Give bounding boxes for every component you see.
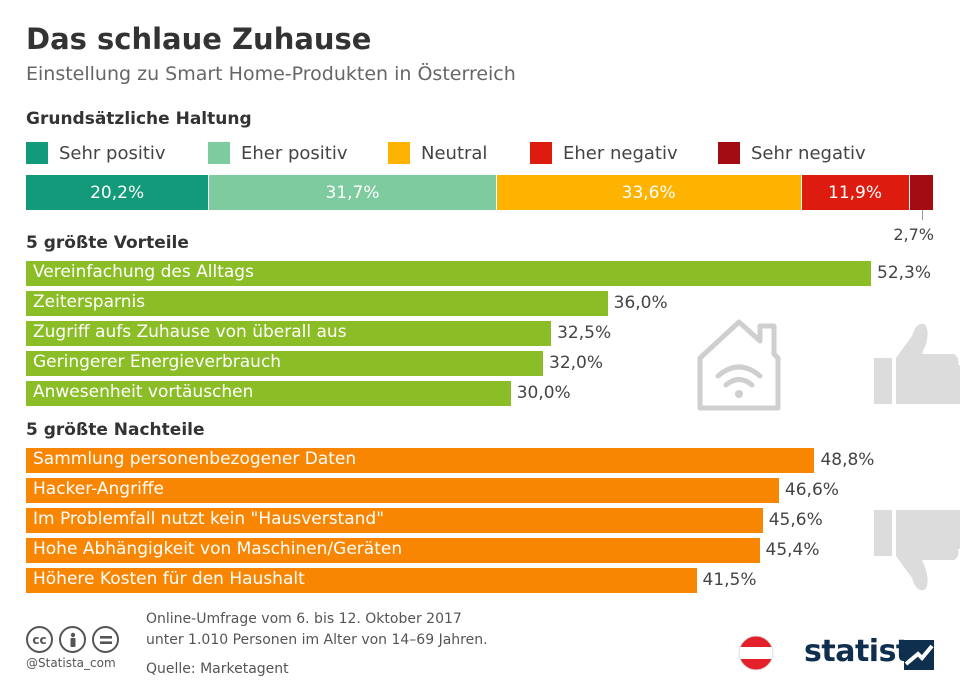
bar-row: Geringerer Energieverbrauch 32,0% <box>26 351 623 376</box>
footer-note-line2: unter 1.010 Personen im Alter von 14–69 … <box>146 632 488 648</box>
statista-logo-icon[interactable] <box>904 640 934 670</box>
bar-row: Anwesenheit vortäuschen 30,0% <box>26 381 591 406</box>
chart-subtitle: Einstellung zu Smart Home-Produkten in Ö… <box>26 63 516 85</box>
bar: Vereinfachung des Alltags <box>26 261 871 286</box>
bar-category-label: Im Problemfall nutzt kein "Hausverstand" <box>33 509 385 529</box>
legend-item: Sehr negativ <box>718 140 866 166</box>
bar-row: Zeitersparnis 36,0% <box>26 291 688 316</box>
bar-value-label: 41,5% <box>702 570 757 590</box>
stack-segment <box>909 175 934 210</box>
bar-category-label: Anwesenheit vortäuschen <box>33 382 254 402</box>
thumbs-up-icon <box>874 323 960 404</box>
bar-category-label: Höhere Kosten für den Haushalt <box>33 569 305 589</box>
bar-category-label: Zeitersparnis <box>33 292 146 312</box>
bar: Geringerer Energieverbrauch <box>26 351 544 376</box>
smart-home-icon <box>697 319 781 411</box>
stack-segment-label: 31,7% <box>325 182 380 203</box>
bar-row: Im Problemfall nutzt kein "Hausverstand"… <box>26 508 843 533</box>
section-title-nachteile: 5 größte Nachteile <box>26 420 205 440</box>
footer-source: Quelle: Marketagent <box>146 661 289 677</box>
austria-flag-icon <box>738 635 774 671</box>
bar-value-label: 30,0% <box>516 383 571 403</box>
legend-item: Sehr positiv <box>26 140 166 166</box>
bar-row: Zugriff aufs Zuhause von überall aus 32,5… <box>26 321 631 346</box>
bar-category-label: Hohe Abhängigkeit von Maschinen/Geräten <box>33 539 403 559</box>
bar: Zeitersparnis <box>26 291 608 316</box>
nd-icon[interactable] <box>92 626 119 653</box>
bar-row: Vereinfachung des Alltags 52,3% <box>26 261 951 286</box>
stack-segment: 31,7% <box>209 175 497 210</box>
bar-value-label: 36,0% <box>613 293 668 313</box>
bar-category-label: Zugriff aufs Zuhause von überall aus <box>33 322 347 342</box>
bar-value-label: 52,3% <box>877 263 932 283</box>
by-icon[interactable] <box>59 626 86 653</box>
bar-value-label: 32,0% <box>549 353 604 373</box>
legend-label: Neutral <box>421 142 488 164</box>
chart-title: Das schlaue Zuhause <box>26 22 372 56</box>
legend-swatch <box>530 142 552 164</box>
stack-segment: 11,9% <box>801 175 910 210</box>
stack-segment: 33,6% <box>496 175 802 210</box>
bar-row: Sammlung personenbezogener Daten 48,8% <box>26 448 894 473</box>
statista-handle[interactable]: @Statista_com <box>26 656 116 670</box>
legend-item: Neutral <box>388 140 487 166</box>
bar-value-label: 48,8% <box>820 450 875 470</box>
legend-swatch <box>388 142 410 164</box>
stack-segment-label: 11,9% <box>828 182 883 203</box>
bar: Zugriff aufs Zuhause von überall aus <box>26 321 552 346</box>
bar: Anwesenheit vortäuschen <box>26 381 511 406</box>
legend-item: Eher negativ <box>530 140 678 166</box>
legend-swatch <box>26 142 48 164</box>
legend-item: Eher positiv <box>208 140 348 166</box>
bar-category-label: Geringerer Energieverbrauch <box>33 352 282 372</box>
bar: Hohe Abhängigkeit von Maschinen/Geräten <box>26 538 760 563</box>
bar-row: Hacker-Angriffe 46,6% <box>26 478 859 503</box>
stacked-bar: 20,2% 31,7% 33,6% 11,9% <box>26 175 934 210</box>
stack-segment: 20,2% <box>26 175 210 210</box>
bar-row: Hohe Abhängigkeit von Maschinen/Geräten 4… <box>26 538 840 563</box>
bar: Sammlung personenbezogener Daten <box>26 448 815 473</box>
cc-icon[interactable]: cc <box>26 626 53 653</box>
stack-segment-label: 33,6% <box>621 182 676 203</box>
legend-label: Eher positiv <box>241 142 348 164</box>
bar-category-label: Sammlung personenbezogener Daten <box>33 449 357 469</box>
bar-value-label: 45,4% <box>765 540 820 560</box>
bar-category-label: Vereinfachung des Alltags <box>33 262 254 282</box>
label-pointer <box>921 210 923 220</box>
legend-label: Sehr positiv <box>59 142 166 164</box>
legend: Sehr positiv Eher positiv Neutral Eher nega… <box>26 140 926 168</box>
legend-swatch <box>718 142 740 164</box>
stack-segment-label: 2,7% <box>893 225 934 244</box>
stack-segment-label: 20,2% <box>90 182 145 203</box>
license-icons: cc <box>26 626 119 653</box>
bar-value-label: 46,6% <box>784 480 839 500</box>
footer-note: Online-Umfrage vom 6. bis 12. Oktober 20… <box>146 609 488 680</box>
legend-label: Eher negativ <box>563 142 678 164</box>
bar: Höhere Kosten für den Haushalt <box>26 568 697 593</box>
bar: Im Problemfall nutzt kein "Hausverstand" <box>26 508 763 533</box>
bar-value-label: 32,5% <box>557 323 612 343</box>
bar: Hacker-Angriffe <box>26 478 779 503</box>
section-title-vorteile: 5 größte Vorteile <box>26 233 189 253</box>
bar-row: Höhere Kosten für den Haushalt 41,5% <box>26 568 777 593</box>
section-title-haltung: Grundsätzliche Haltung <box>26 109 252 129</box>
legend-label: Sehr negativ <box>751 142 866 164</box>
bar-category-label: Hacker-Angriffe <box>33 479 164 499</box>
thumbs-down-icon <box>874 510 960 591</box>
footer-note-line1: Online-Umfrage vom 6. bis 12. Oktober 20… <box>146 611 462 627</box>
legend-swatch <box>208 142 230 164</box>
bar-value-label: 45,6% <box>768 510 823 530</box>
